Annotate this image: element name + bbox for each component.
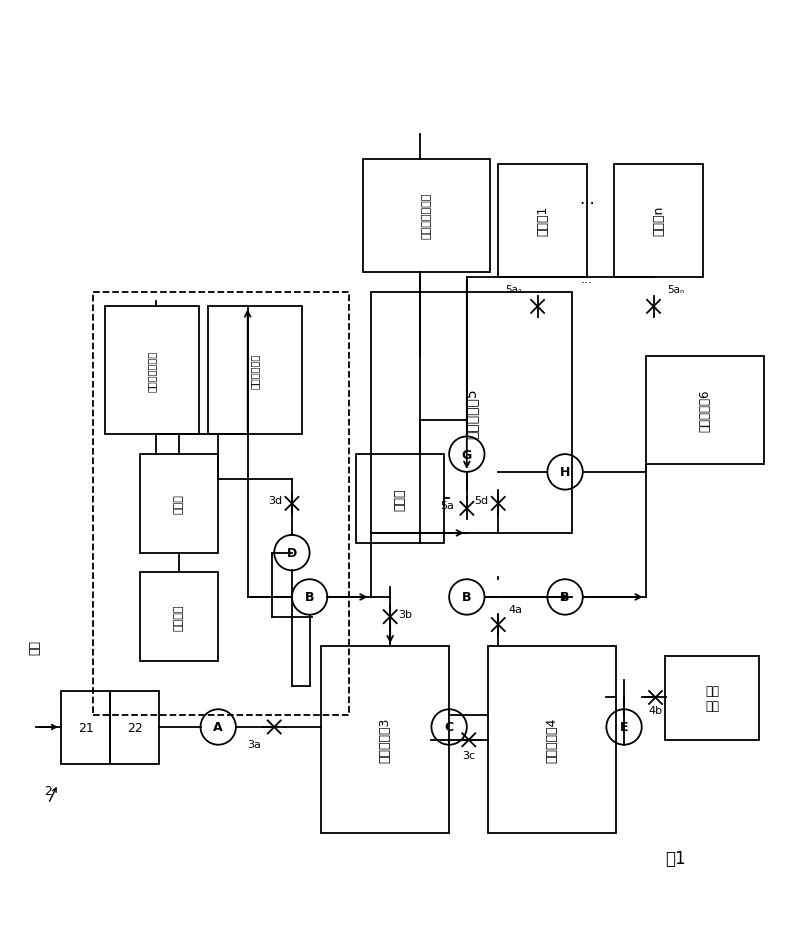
Bar [489,646,616,833]
Text: 活性炭吸附装置: 活性炭吸附装置 [147,350,157,391]
Text: 5a₁: 5a₁ [506,285,523,294]
Text: ...: ... [579,190,594,208]
Text: B: B [560,590,570,603]
Bar [208,307,302,435]
Text: 还原剂1: 还原剂1 [536,206,549,236]
Text: H: H [560,466,570,479]
Bar [110,691,159,765]
Text: 4b: 4b [649,705,662,716]
Text: 5aₙ: 5aₙ [667,285,685,294]
Bar [370,292,572,533]
Text: 2: 2 [44,784,52,797]
Text: 高温熔融炉3: 高温熔融炉3 [378,717,392,763]
Text: 4a: 4a [508,604,522,614]
Text: 3b: 3b [398,609,412,619]
Text: E: E [620,720,628,733]
Text: G: G [462,448,472,461]
Text: 液态收集装置: 液态收集装置 [250,353,260,388]
Text: 21: 21 [78,721,94,734]
Text: 图1: 图1 [665,849,686,867]
Text: B: B [305,590,314,603]
Bar [106,307,198,435]
Text: 5d: 5d [474,496,489,506]
Bar [498,164,586,277]
Bar [362,159,490,273]
Text: ...: ... [581,273,593,286]
Text: 活性炭吸附装置: 活性炭吸附装置 [422,193,431,239]
Text: 5a: 5a [440,501,454,511]
Text: 22: 22 [127,721,142,734]
Bar [646,356,763,464]
Text: 真空
装置: 真空 装置 [705,684,719,712]
Text: 还原剂n: 还原剂n [652,206,665,236]
Text: 3a: 3a [248,739,262,749]
Text: 长单晶硅炉6: 长单晶硅炉6 [698,389,711,432]
Bar [356,454,444,543]
Bar [61,691,110,765]
Bar [140,573,218,661]
Text: 原料: 原料 [28,639,41,654]
Text: 集尘设备: 集尘设备 [174,603,184,630]
Text: 高温震荡炉4: 高温震荡炉4 [546,717,559,763]
Text: A: A [214,720,223,733]
Text: D: D [286,547,297,560]
Bar [94,292,349,716]
Text: 3d: 3d [268,496,282,506]
Text: 3c: 3c [462,750,475,760]
Bar [614,164,702,277]
Text: B: B [462,590,471,603]
Text: 高温还原炉5: 高温还原炉5 [464,387,478,438]
Bar [666,656,758,740]
Text: 冷凝器: 冷凝器 [394,488,406,510]
Text: C: C [445,720,454,733]
Bar [140,454,218,553]
Bar [322,646,449,833]
Text: 冷凝器: 冷凝器 [174,494,184,514]
